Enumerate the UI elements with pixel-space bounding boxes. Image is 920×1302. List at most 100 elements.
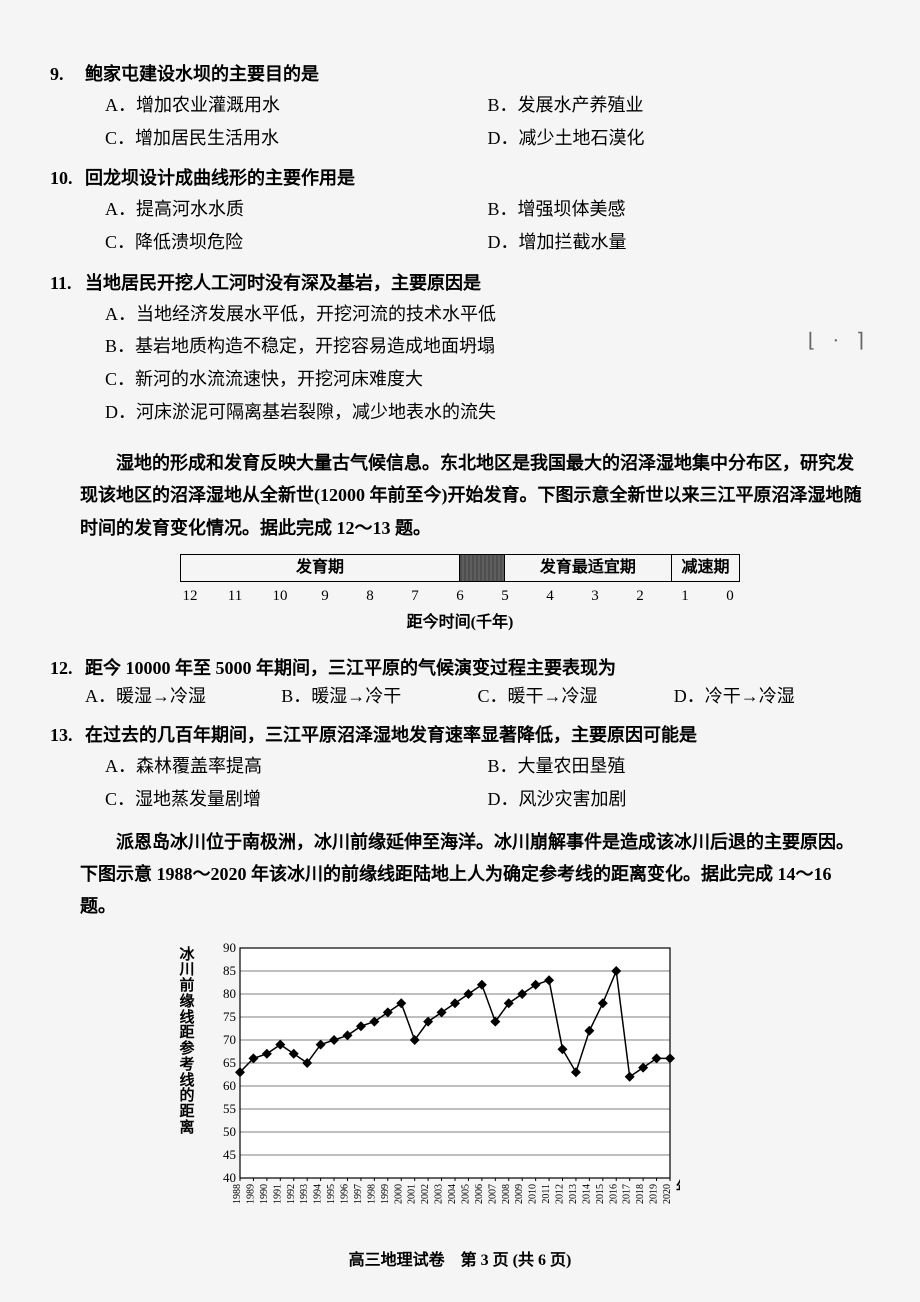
timeline-tick: 7 [405, 584, 425, 608]
timeline-tick: 3 [585, 584, 605, 608]
q11-opt-d: D．河床淤泥可隔离基岩裂隙，减少地表水的流失 [105, 396, 870, 429]
timeline-tick: 8 [360, 584, 380, 608]
q11-opt-c: C．新河的水流流速快，开挖河床难度大 [105, 363, 870, 396]
timeline-segment: 发育最适宜期 [505, 555, 672, 581]
svg-text:2018: 2018 [635, 1184, 646, 1204]
svg-text:2002: 2002 [420, 1184, 431, 1204]
svg-text:2008: 2008 [501, 1184, 512, 1204]
svg-text:75: 75 [223, 1009, 236, 1024]
svg-text:90: 90 [223, 940, 236, 955]
q9-number: 9. [50, 60, 85, 89]
q10-stem: 回龙坝设计成曲线形的主要作用是 [85, 164, 870, 193]
q9-opt-a: A．增加农业灌溉用水 [105, 89, 488, 122]
q13-options: A．森林覆盖率提高 B．大量农田垦殖 C．湿地蒸发量剧增 D．风沙灾害加剧 [105, 750, 870, 816]
q12-number: 12. [50, 654, 85, 683]
page-footer: 高三地理试卷 第 3 页 (共 6 页) [50, 1248, 870, 1274]
timeline-segment [460, 555, 505, 581]
q11-options: A．当地经济发展水平低，开挖河流的技术水平低 B．基岩地质构造不稳定，开挖容易造… [105, 298, 870, 429]
q10-number: 10. [50, 164, 85, 193]
q10-opt-a: A．提高河水水质 [105, 193, 488, 226]
timeline-axis-label: 距今时间(千年) [180, 610, 740, 636]
chart-y-label: 冰川前缘线距参考线的距离 [178, 948, 196, 1137]
q10-options: A．提高河水水质 B．增强坝体美感 C．降低溃坝危险 D．增加拦截水量 [105, 193, 870, 259]
svg-text:2009: 2009 [514, 1184, 525, 1204]
svg-text:2012: 2012 [555, 1184, 566, 1204]
svg-text:1996: 1996 [340, 1184, 351, 1204]
svg-text:2017: 2017 [622, 1184, 633, 1204]
q9-opt-d: D．减少土地石漠化 [488, 122, 871, 155]
svg-text:1990: 1990 [259, 1184, 270, 1204]
q12-opt-c: C．暖干→冷湿 [478, 682, 674, 711]
timeline-tick: 2 [630, 584, 650, 608]
passage-2: 派恩岛冰川位于南极洲，冰川前缘延伸至海洋。冰川崩解事件是造成该冰川后退的主要原因… [80, 826, 870, 923]
passage-1: 湿地的形成和发育反映大量古气候信息。东北地区是我国最大的沼泽湿地集中分布区，研究… [80, 447, 870, 544]
question-10: 10. 回龙坝设计成曲线形的主要作用是 A．提高河水水质 B．增强坝体美感 C．… [50, 164, 870, 258]
svg-text:2005: 2005 [460, 1184, 471, 1204]
svg-text:2007: 2007 [487, 1184, 498, 1204]
svg-text:2000: 2000 [393, 1184, 404, 1204]
timeline-bar: 发育期发育最适宜期减速期 [180, 554, 740, 582]
q9-opt-c: C．增加居民生活用水 [105, 122, 488, 155]
q13-opt-d: D．风沙灾害加剧 [488, 783, 871, 816]
question-9: 9. 鲍家屯建设水坝的主要目的是 A．增加农业灌溉用水 B．发展水产养殖业 C．… [50, 60, 870, 154]
timeline-tick: 1 [675, 584, 695, 608]
q13-stem: 在过去的几百年期间，三江平原沼泽湿地发育速率显著降低，主要原因可能是 [85, 721, 870, 750]
svg-text:85: 85 [223, 963, 236, 978]
timeline-tick: 10 [270, 584, 290, 608]
q9-opt-b: B．发展水产养殖业 [488, 89, 871, 122]
svg-text:45: 45 [223, 1147, 236, 1162]
q12-stem: 距今 10000 年至 5000 年期间，三江平原的气候演变过程主要表现为 [85, 654, 870, 683]
svg-text:1988: 1988 [232, 1184, 243, 1204]
svg-text:65: 65 [223, 1055, 236, 1070]
question-12: 12. 距今 10000 年至 5000 年期间，三江平原的气候演变过程主要表现… [50, 654, 870, 712]
svg-text:2001: 2001 [407, 1184, 418, 1204]
svg-text:1991: 1991 [272, 1184, 283, 1204]
q10-opt-d: D．增加拦截水量 [488, 226, 871, 259]
timeline-tick: 4 [540, 584, 560, 608]
svg-text:2004: 2004 [447, 1184, 458, 1204]
svg-text:1995: 1995 [326, 1184, 337, 1204]
svg-text:1993: 1993 [299, 1184, 310, 1204]
timeline-tick: 12 [180, 584, 200, 608]
q12-options: A．暖湿→冷湿 B．暖湿→冷干 C．暖干→冷湿 D．冷干→冷湿 [85, 682, 870, 711]
q13-number: 13. [50, 721, 85, 750]
svg-text:60: 60 [223, 1078, 236, 1093]
page-corner-mark: ⌊ · ⌉ [808, 325, 870, 357]
q13-opt-a: A．森林覆盖率提高 [105, 750, 488, 783]
svg-text:50: 50 [223, 1124, 236, 1139]
timeline-segment: 发育期 [181, 555, 460, 581]
svg-text:1999: 1999 [380, 1184, 391, 1204]
q13-opt-b: B．大量农田垦殖 [488, 750, 871, 783]
svg-text:70: 70 [223, 1032, 236, 1047]
timeline-tick: 11 [225, 584, 245, 608]
timeline-tick: 6 [450, 584, 470, 608]
glacier-chart: 冰川前缘线距参考线的距离 404550556065707580859019881… [200, 938, 720, 1223]
q11-opt-b: B．基岩地质构造不稳定，开挖容易造成地面坍塌 [105, 330, 870, 363]
svg-text:2016: 2016 [608, 1184, 619, 1204]
question-11: 11. 当地居民开挖人工河时没有深及基岩，主要原因是 A．当地经济发展水平低，开… [50, 269, 870, 429]
q10-opt-b: B．增强坝体美感 [488, 193, 871, 226]
question-13: 13. 在过去的几百年期间，三江平原沼泽湿地发育速率显著降低，主要原因可能是 A… [50, 721, 870, 815]
timeline-tick: 0 [720, 584, 740, 608]
timeline-figure: 发育期发育最适宜期减速期 1211109876543210 距今时间(千年) [180, 554, 740, 636]
svg-text:2013: 2013 [568, 1184, 579, 1204]
svg-text:80: 80 [223, 986, 236, 1001]
q9-options: A．增加农业灌溉用水 B．发展水产养殖业 C．增加居民生活用水 D．减少土地石漠… [105, 89, 870, 155]
svg-text:1992: 1992 [286, 1184, 297, 1204]
svg-text:55: 55 [223, 1101, 236, 1116]
svg-text:2019: 2019 [649, 1184, 660, 1204]
q12-opt-d: D．冷干→冷湿 [674, 682, 870, 711]
svg-text:2015: 2015 [595, 1184, 606, 1204]
svg-text:1997: 1997 [353, 1184, 364, 1204]
q10-opt-c: C．降低溃坝危险 [105, 226, 488, 259]
svg-text:年份: 年份 [676, 1179, 680, 1196]
svg-text:2011: 2011 [541, 1184, 552, 1204]
svg-text:1998: 1998 [366, 1184, 377, 1204]
svg-text:40: 40 [223, 1170, 236, 1185]
q11-opt-a: A．当地经济发展水平低，开挖河流的技术水平低 [105, 298, 870, 331]
svg-text:2006: 2006 [474, 1184, 485, 1204]
svg-text:1989: 1989 [245, 1184, 256, 1204]
timeline-tick: 5 [495, 584, 515, 608]
timeline-ticks: 1211109876543210 [180, 584, 740, 608]
svg-text:2003: 2003 [434, 1184, 445, 1204]
